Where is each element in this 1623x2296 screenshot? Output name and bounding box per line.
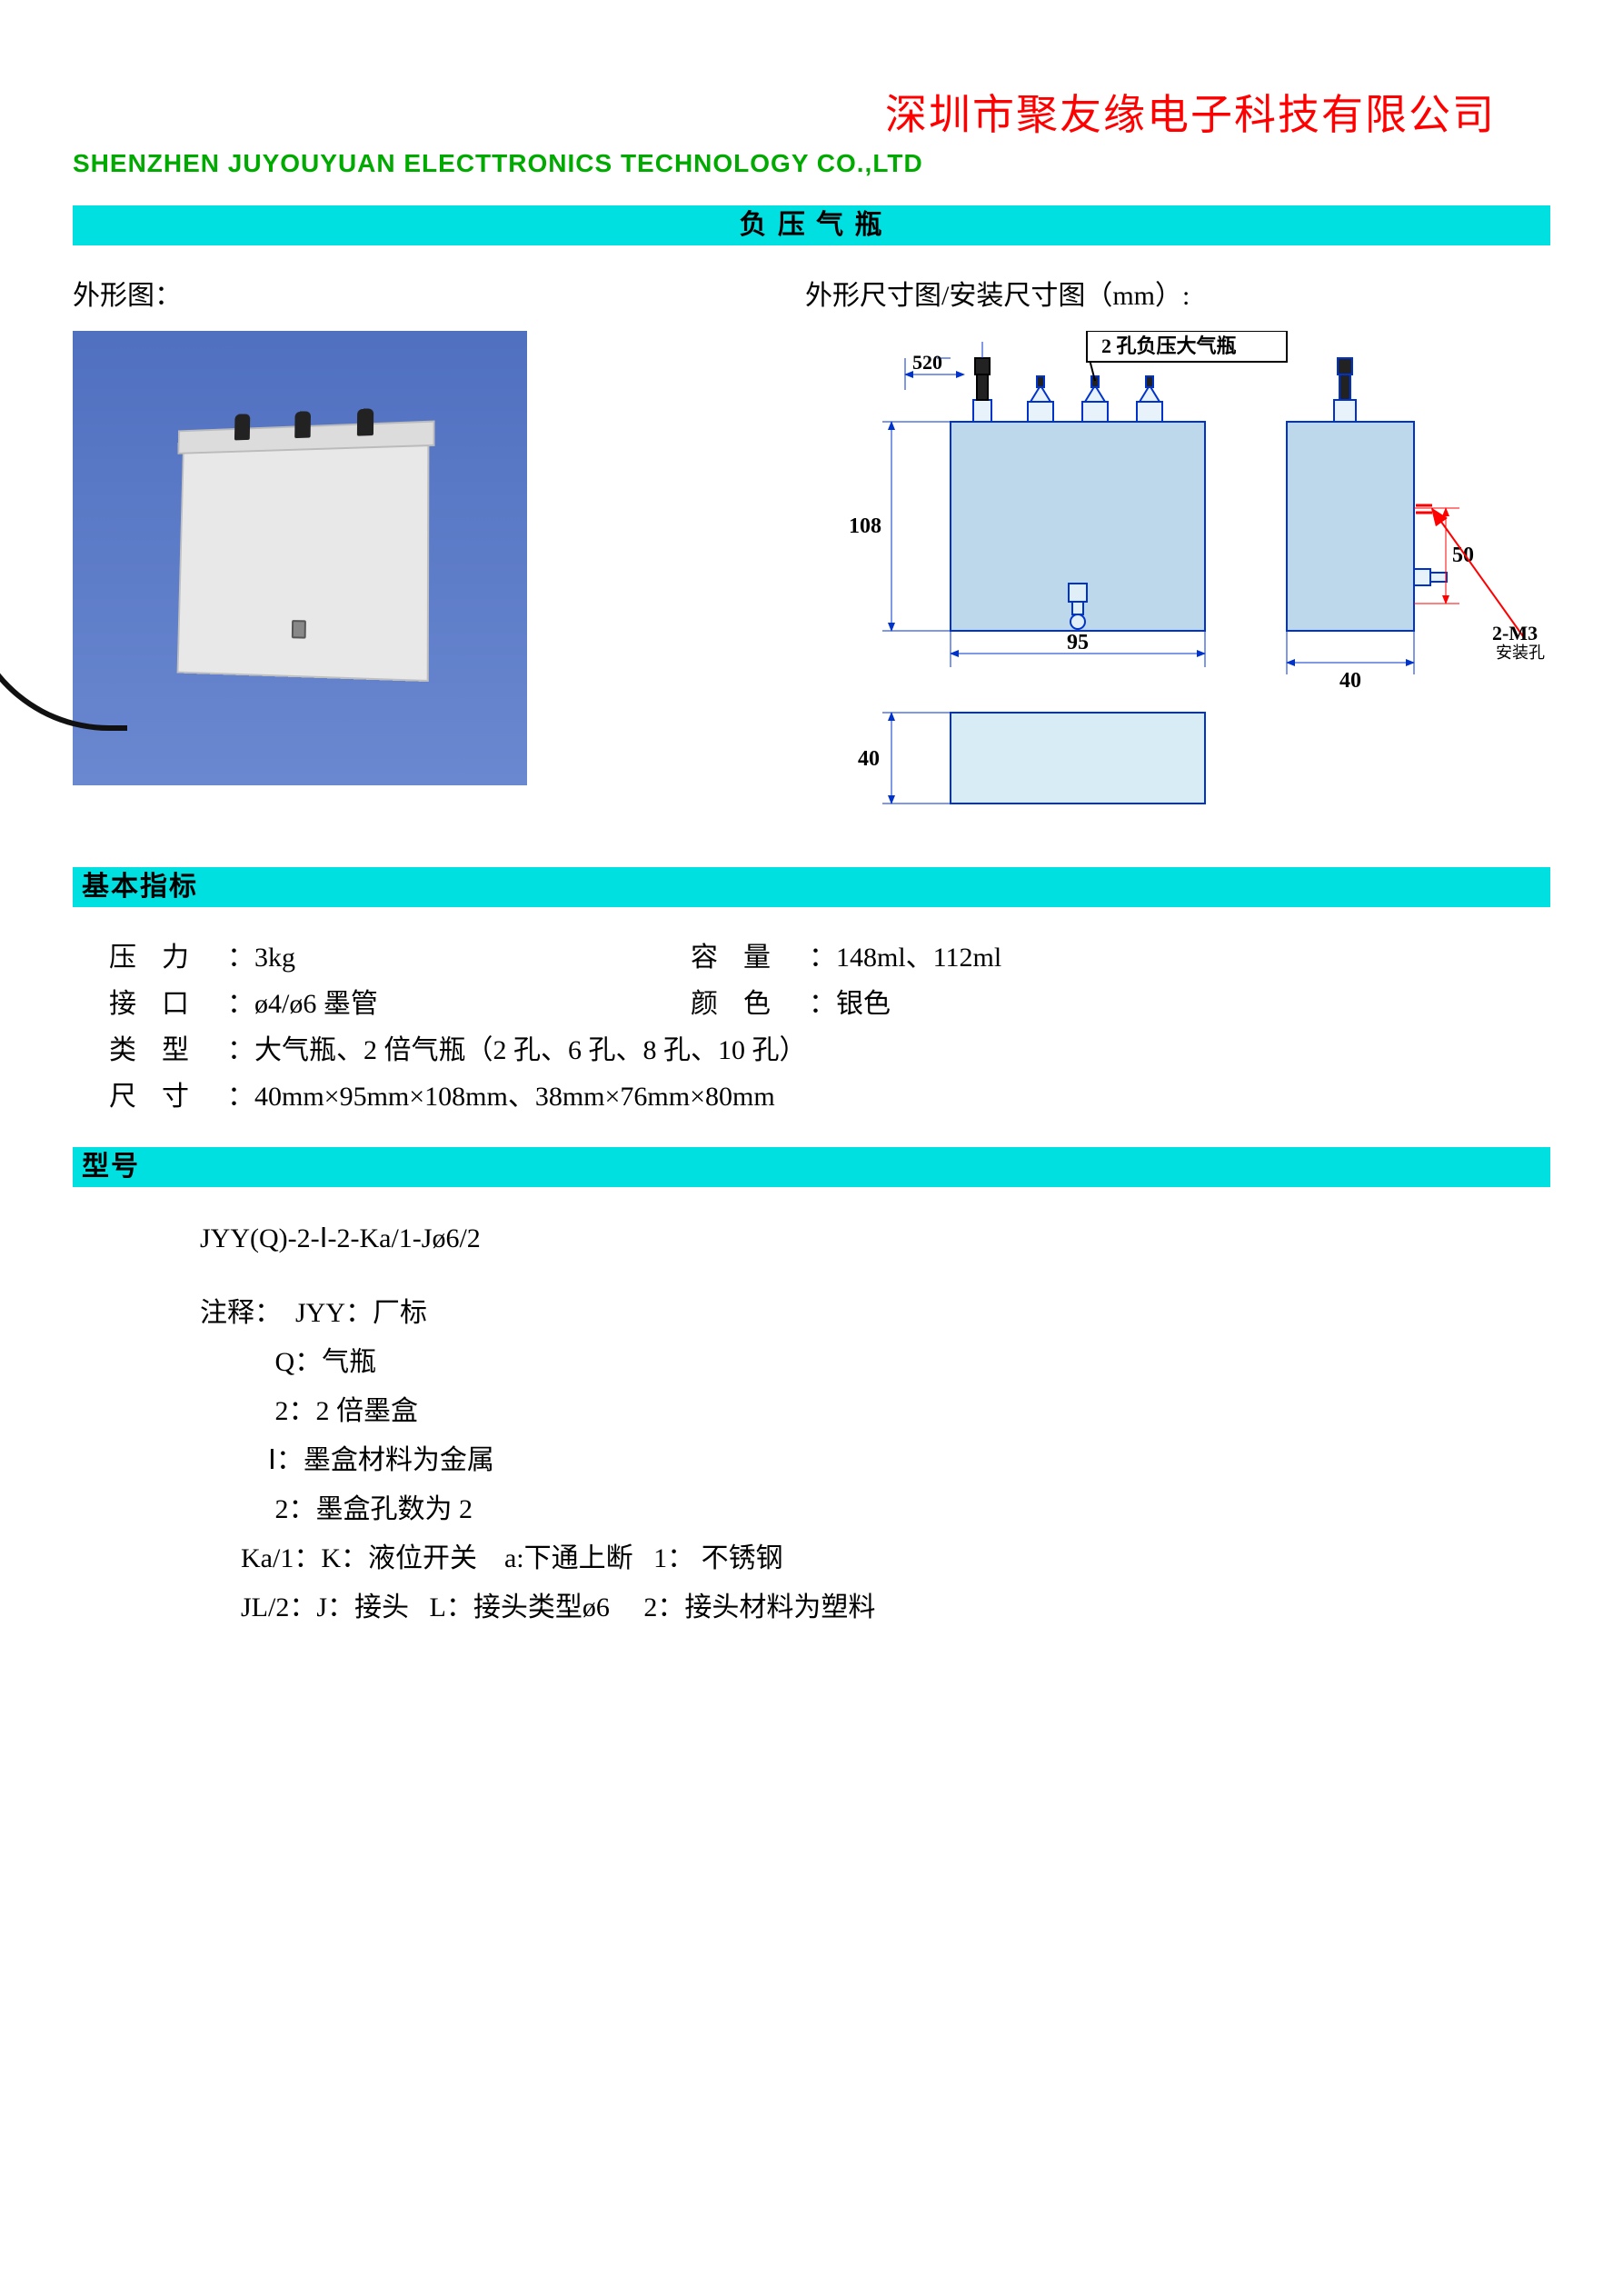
figure-row: 外形图： 外形尺寸图/安装尺寸图（mm）: [73, 273, 1550, 840]
svg-text:40: 40 [1339, 669, 1361, 693]
company-name-en: SHENZHEN JUYOUYUAN ELECTTRONICS TECHNOLO… [73, 149, 1550, 178]
specs-block: 压力：3kg 容量：148ml、112ml 接口：ø4/ø6 墨管 颜色：银色 … [73, 934, 1550, 1120]
note-line-1: Q：气瓶 [262, 1347, 377, 1377]
notes-label: 注释： [200, 1298, 282, 1328]
svg-text:2-M3: 2-M3 [1492, 622, 1538, 644]
spec-label-type: 类型 [109, 1027, 227, 1073]
dimension-diagram: 520 2 孔负压大气瓶 108 95 40 [805, 331, 1550, 840]
svg-text:520: 520 [912, 351, 942, 374]
svg-text:40: 40 [858, 747, 880, 771]
photo-label: 外形图： [73, 273, 751, 313]
model-notes: 注释： JYY：厂标 Q：气瓶 2：2 倍墨盒 Ⅰ：墨盒材料为金属 2：墨盒孔数… [200, 1289, 1550, 1632]
spec-pressure: 3kg [254, 943, 295, 973]
svg-text:2 孔负压大气瓶: 2 孔负压大气瓶 [1101, 334, 1237, 357]
note-line-4: 2：墨盒孔数为 2 [262, 1494, 473, 1524]
spec-type: 大气瓶、2 倍气瓶（2 孔、6 孔、8 孔、10 孔） [254, 1035, 807, 1065]
note-line-5: Ka/1：K：液位开关 a:下通上断 1： 不锈钢 [241, 1543, 783, 1573]
spec-label-color: 颜色 [691, 981, 809, 1027]
note-line-3: Ⅰ：墨盒材料为金属 [262, 1445, 494, 1475]
svg-text:95: 95 [1067, 631, 1089, 654]
spec-label-port: 接口 [109, 981, 227, 1027]
model-code: JYY(Q)-2-Ⅰ-2-Ka/1-Jø6/2 [200, 1214, 1550, 1263]
note-line-2: 2：2 倍墨盒 [262, 1396, 419, 1426]
product-photo [73, 331, 527, 785]
spec-port: ø4/ø6 墨管 [254, 989, 378, 1019]
model-block: JYY(Q)-2-Ⅰ-2-Ka/1-Jø6/2 注释： JYY：厂标 Q：气瓶 … [73, 1214, 1550, 1632]
note-line-6: JL/2：J：接头 L：接头类型ø6 2：接头材料为塑料 [241, 1592, 875, 1622]
spec-color: 银色 [836, 989, 891, 1019]
spec-label-size: 尺寸 [109, 1073, 227, 1120]
dimension-label: 外形尺寸图/安装尺寸图（mm）: [805, 273, 1550, 313]
spec-label-volume: 容量 [691, 934, 809, 981]
model-bar: 型号 [73, 1147, 1550, 1187]
specs-bar: 基本指标 [73, 867, 1550, 907]
photo-column: 外形图： [73, 273, 751, 785]
spec-volume: 148ml、112ml [836, 943, 1001, 973]
spec-label-pressure: 压力 [109, 934, 227, 981]
note-line-0: JYY：厂标 [295, 1298, 427, 1328]
company-name-cn: 深圳市聚友缘电子科技有限公司 [73, 82, 1496, 142]
title-bar: 负 压 气 瓶 [73, 205, 1550, 245]
dimension-column: 外形尺寸图/安装尺寸图（mm）: [805, 273, 1550, 840]
spec-size: 40mm×95mm×108mm、38mm×76mm×80mm [254, 1082, 775, 1112]
svg-text:安装孔: 安装孔 [1496, 644, 1545, 662]
svg-text:108: 108 [849, 514, 881, 538]
